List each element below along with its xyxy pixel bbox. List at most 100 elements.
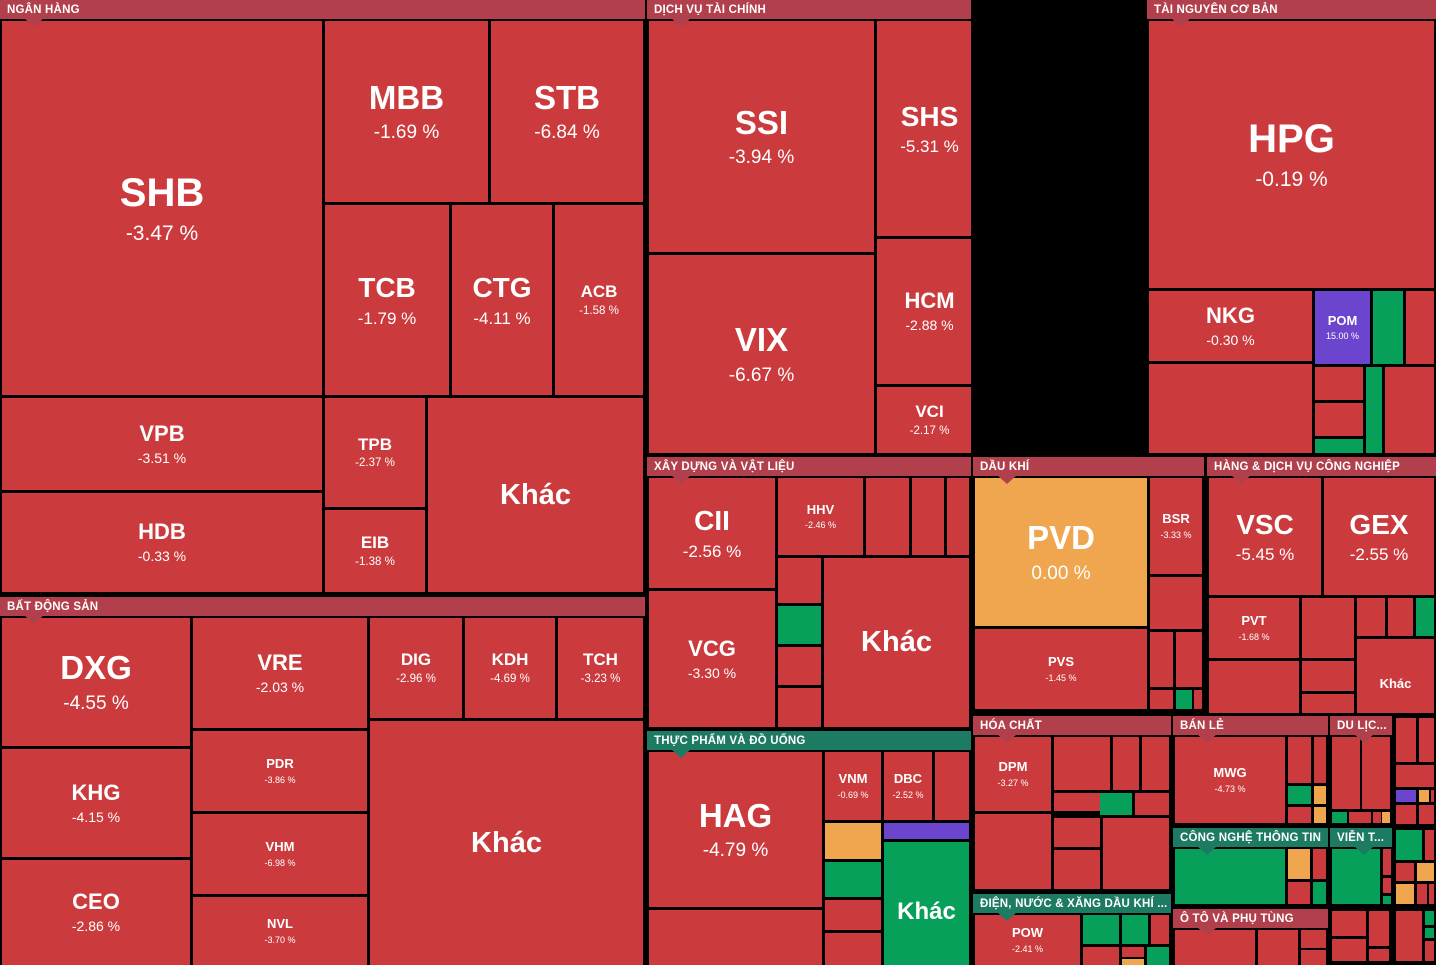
- tile-unlabeled[interactable]: [1122, 915, 1148, 944]
- tile-vcg[interactable]: VCG -3.30 %: [649, 591, 775, 727]
- tile-unlabeled[interactable]: [947, 478, 969, 555]
- tile-unlabeled[interactable]: [825, 933, 881, 965]
- tile-unlabeled[interactable]: [825, 900, 881, 930]
- tile-unlabeled[interactable]: [1288, 807, 1311, 823]
- tile-kdh[interactable]: KDH -4.69 %: [465, 618, 555, 718]
- tile-unlabeled[interactable]: [1388, 598, 1413, 636]
- tile-unlabeled[interactable]: [1383, 878, 1391, 893]
- tile-unlabeled[interactable]: [1147, 947, 1169, 965]
- tile-hdb[interactable]: HDB -0.33 %: [2, 493, 322, 592]
- tile-unlabeled[interactable]: [1366, 367, 1382, 453]
- tile-unlabeled[interactable]: [1362, 737, 1390, 809]
- tile-unlabeled[interactable]: [1302, 598, 1354, 658]
- tile-unlabeled[interactable]: [1332, 939, 1366, 961]
- sector-chemicals[interactable]: HÓA CHẤT DPM -3.27 %: [973, 716, 1171, 892]
- tile-pdr[interactable]: PDR -3.86 %: [193, 731, 367, 811]
- tile-mbb[interactable]: MBB -1.69 %: [325, 21, 488, 202]
- tile-unlabeled[interactable]: [1151, 915, 1169, 944]
- tile-acb[interactable]: ACB -1.58 %: [555, 205, 643, 395]
- tile-khc[interactable]: Khác: [824, 558, 969, 727]
- tile-unlabeled[interactable]: [1314, 786, 1326, 804]
- tile-unlabeled[interactable]: [1083, 947, 1119, 965]
- tile-unlabeled[interactable]: [1382, 812, 1390, 823]
- sector-utilities[interactable]: ĐIỆN, NƯỚC & XĂNG DẦU KHÍ ... POW -2.41 %: [973, 894, 1171, 965]
- tile-unlabeled[interactable]: [1419, 790, 1429, 802]
- tile-unlabeled[interactable]: [1373, 291, 1403, 364]
- tile-khc[interactable]: Khác: [1357, 639, 1434, 713]
- tile-unlabeled[interactable]: [1135, 793, 1169, 815]
- tile-unlabeled[interactable]: [1083, 915, 1119, 944]
- sector-information-technology[interactable]: CÔNG NGHỆ THÔNG TIN: [1173, 828, 1328, 907]
- tile-hcm[interactable]: HCM -2.88 %: [877, 239, 971, 384]
- tile-eib[interactable]: EIB -1.38 %: [325, 510, 425, 592]
- tile-tpb[interactable]: TPB -2.37 %: [325, 398, 425, 507]
- tile-cii[interactable]: CII -2.56 %: [649, 478, 775, 588]
- tile-bsr[interactable]: BSR -3.33 %: [1150, 478, 1202, 574]
- tile-unlabeled[interactable]: [1258, 930, 1298, 965]
- tile-dbc[interactable]: DBC -2.52 %: [884, 752, 932, 820]
- tile-tcb[interactable]: TCB -1.79 %: [325, 205, 449, 395]
- tile-unlabeled[interactable]: [1419, 718, 1434, 762]
- tile-unlabeled[interactable]: [1373, 812, 1381, 823]
- tile-unlabeled[interactable]: [884, 823, 969, 839]
- tile-unlabeled[interactable]: [1417, 863, 1434, 881]
- sector-misc-bottom-left[interactable]: [1330, 909, 1392, 965]
- tile-unlabeled[interactable]: [1332, 737, 1360, 809]
- tile-unlabeled[interactable]: [1425, 911, 1434, 925]
- tile-unlabeled[interactable]: [1383, 896, 1391, 904]
- tile-unlabeled[interactable]: [1315, 367, 1363, 400]
- tile-vci[interactable]: VCI -2.17 %: [877, 387, 971, 453]
- sector-misc-right-mid[interactable]: [1394, 828, 1436, 907]
- tile-mwg[interactable]: MWG -4.73 %: [1175, 737, 1285, 823]
- tile-ctg[interactable]: CTG -4.11 %: [452, 205, 552, 395]
- tile-unlabeled[interactable]: [1175, 849, 1285, 904]
- tile-vpb[interactable]: VPB -3.51 %: [2, 398, 322, 490]
- tile-unlabeled[interactable]: [1332, 849, 1380, 904]
- tile-unlabeled[interactable]: [1142, 737, 1169, 790]
- tile-unlabeled[interactable]: [1417, 884, 1427, 904]
- tile-unlabeled[interactable]: [1100, 793, 1132, 815]
- tile-unlabeled[interactable]: [975, 814, 1051, 889]
- tile-unlabeled[interactable]: [1349, 812, 1371, 823]
- tile-khg[interactable]: KHG -4.15 %: [2, 749, 190, 857]
- tile-unlabeled[interactable]: [1150, 577, 1202, 629]
- tile-unlabeled[interactable]: [1103, 818, 1169, 889]
- tile-unlabeled[interactable]: [1406, 291, 1434, 364]
- sector-real-estate[interactable]: BẤT ĐỘNG SẢN DXG -4.55 % KHG -4.15 % CEO -2.86…: [0, 597, 645, 965]
- tile-hpg[interactable]: HPG -0.19 %: [1149, 21, 1434, 288]
- tile-vre[interactable]: VRE -2.03 %: [193, 618, 367, 728]
- sector-oil-gas[interactable]: DẦU KHÍ PVD 0.00 % PVS -1.45 % BSR -3.33 %: [973, 457, 1204, 713]
- tile-vnm[interactable]: VNM -0.69 %: [825, 752, 881, 820]
- tile-unlabeled[interactable]: [825, 862, 881, 897]
- tile-khc[interactable]: Khác: [884, 842, 969, 965]
- tile-unlabeled[interactable]: [1369, 949, 1389, 961]
- tile-pvt[interactable]: PVT -1.68 %: [1209, 598, 1299, 658]
- tile-gex[interactable]: GEX -2.55 %: [1324, 478, 1434, 595]
- tile-unlabeled[interactable]: [1176, 690, 1192, 709]
- tile-tch[interactable]: TCH -3.23 %: [558, 618, 643, 718]
- tile-unlabeled[interactable]: [1122, 959, 1144, 965]
- sector-banking[interactable]: NGÂN HÀNG SHB -3.47 % MBB -1.69 % STB -6.84 % T…: [0, 0, 645, 595]
- tile-unlabeled[interactable]: [1396, 718, 1416, 762]
- tile-unlabeled[interactable]: [1416, 598, 1434, 636]
- tile-unlabeled[interactable]: [1357, 598, 1385, 636]
- tile-unlabeled[interactable]: [866, 478, 909, 555]
- sector-travel-leisure[interactable]: DU LỊC...: [1330, 716, 1392, 826]
- sector-misc-right-upper[interactable]: [1394, 716, 1436, 826]
- tile-unlabeled[interactable]: [1315, 403, 1363, 436]
- sector-retail[interactable]: BÁN LẺ MWG -4.73 %: [1173, 716, 1328, 826]
- tile-unlabeled[interactable]: [1054, 850, 1100, 889]
- sector-food-beverage[interactable]: THỰC PHẨM VÀ ĐỒ UỐNG HAG -4.79 % VNM -0.69 %…: [647, 731, 971, 965]
- tile-unlabeled[interactable]: [1302, 694, 1354, 713]
- tile-vsc[interactable]: VSC -5.45 %: [1209, 478, 1321, 595]
- tile-stb[interactable]: STB -6.84 %: [491, 21, 643, 202]
- tile-unlabeled[interactable]: [1396, 765, 1434, 787]
- tile-unlabeled[interactable]: [1176, 632, 1202, 687]
- tile-unlabeled[interactable]: [1315, 439, 1363, 453]
- tile-unlabeled[interactable]: [778, 558, 821, 603]
- tile-unlabeled[interactable]: [1313, 849, 1326, 879]
- tile-unlabeled[interactable]: [1150, 690, 1173, 709]
- sector-automobiles-parts[interactable]: Ô TÔ VÀ PHỤ TÙNG: [1173, 909, 1328, 965]
- sector-industrial-goods[interactable]: HÀNG & DỊCH VỤ CÔNG NGHIỆP VSC -5.45 % GEX -…: [1207, 457, 1436, 713]
- sector-construction[interactable]: XÂY DỰNG VÀ VẬT LIỆU CII -2.56 % VCG -3.30 %…: [647, 457, 971, 729]
